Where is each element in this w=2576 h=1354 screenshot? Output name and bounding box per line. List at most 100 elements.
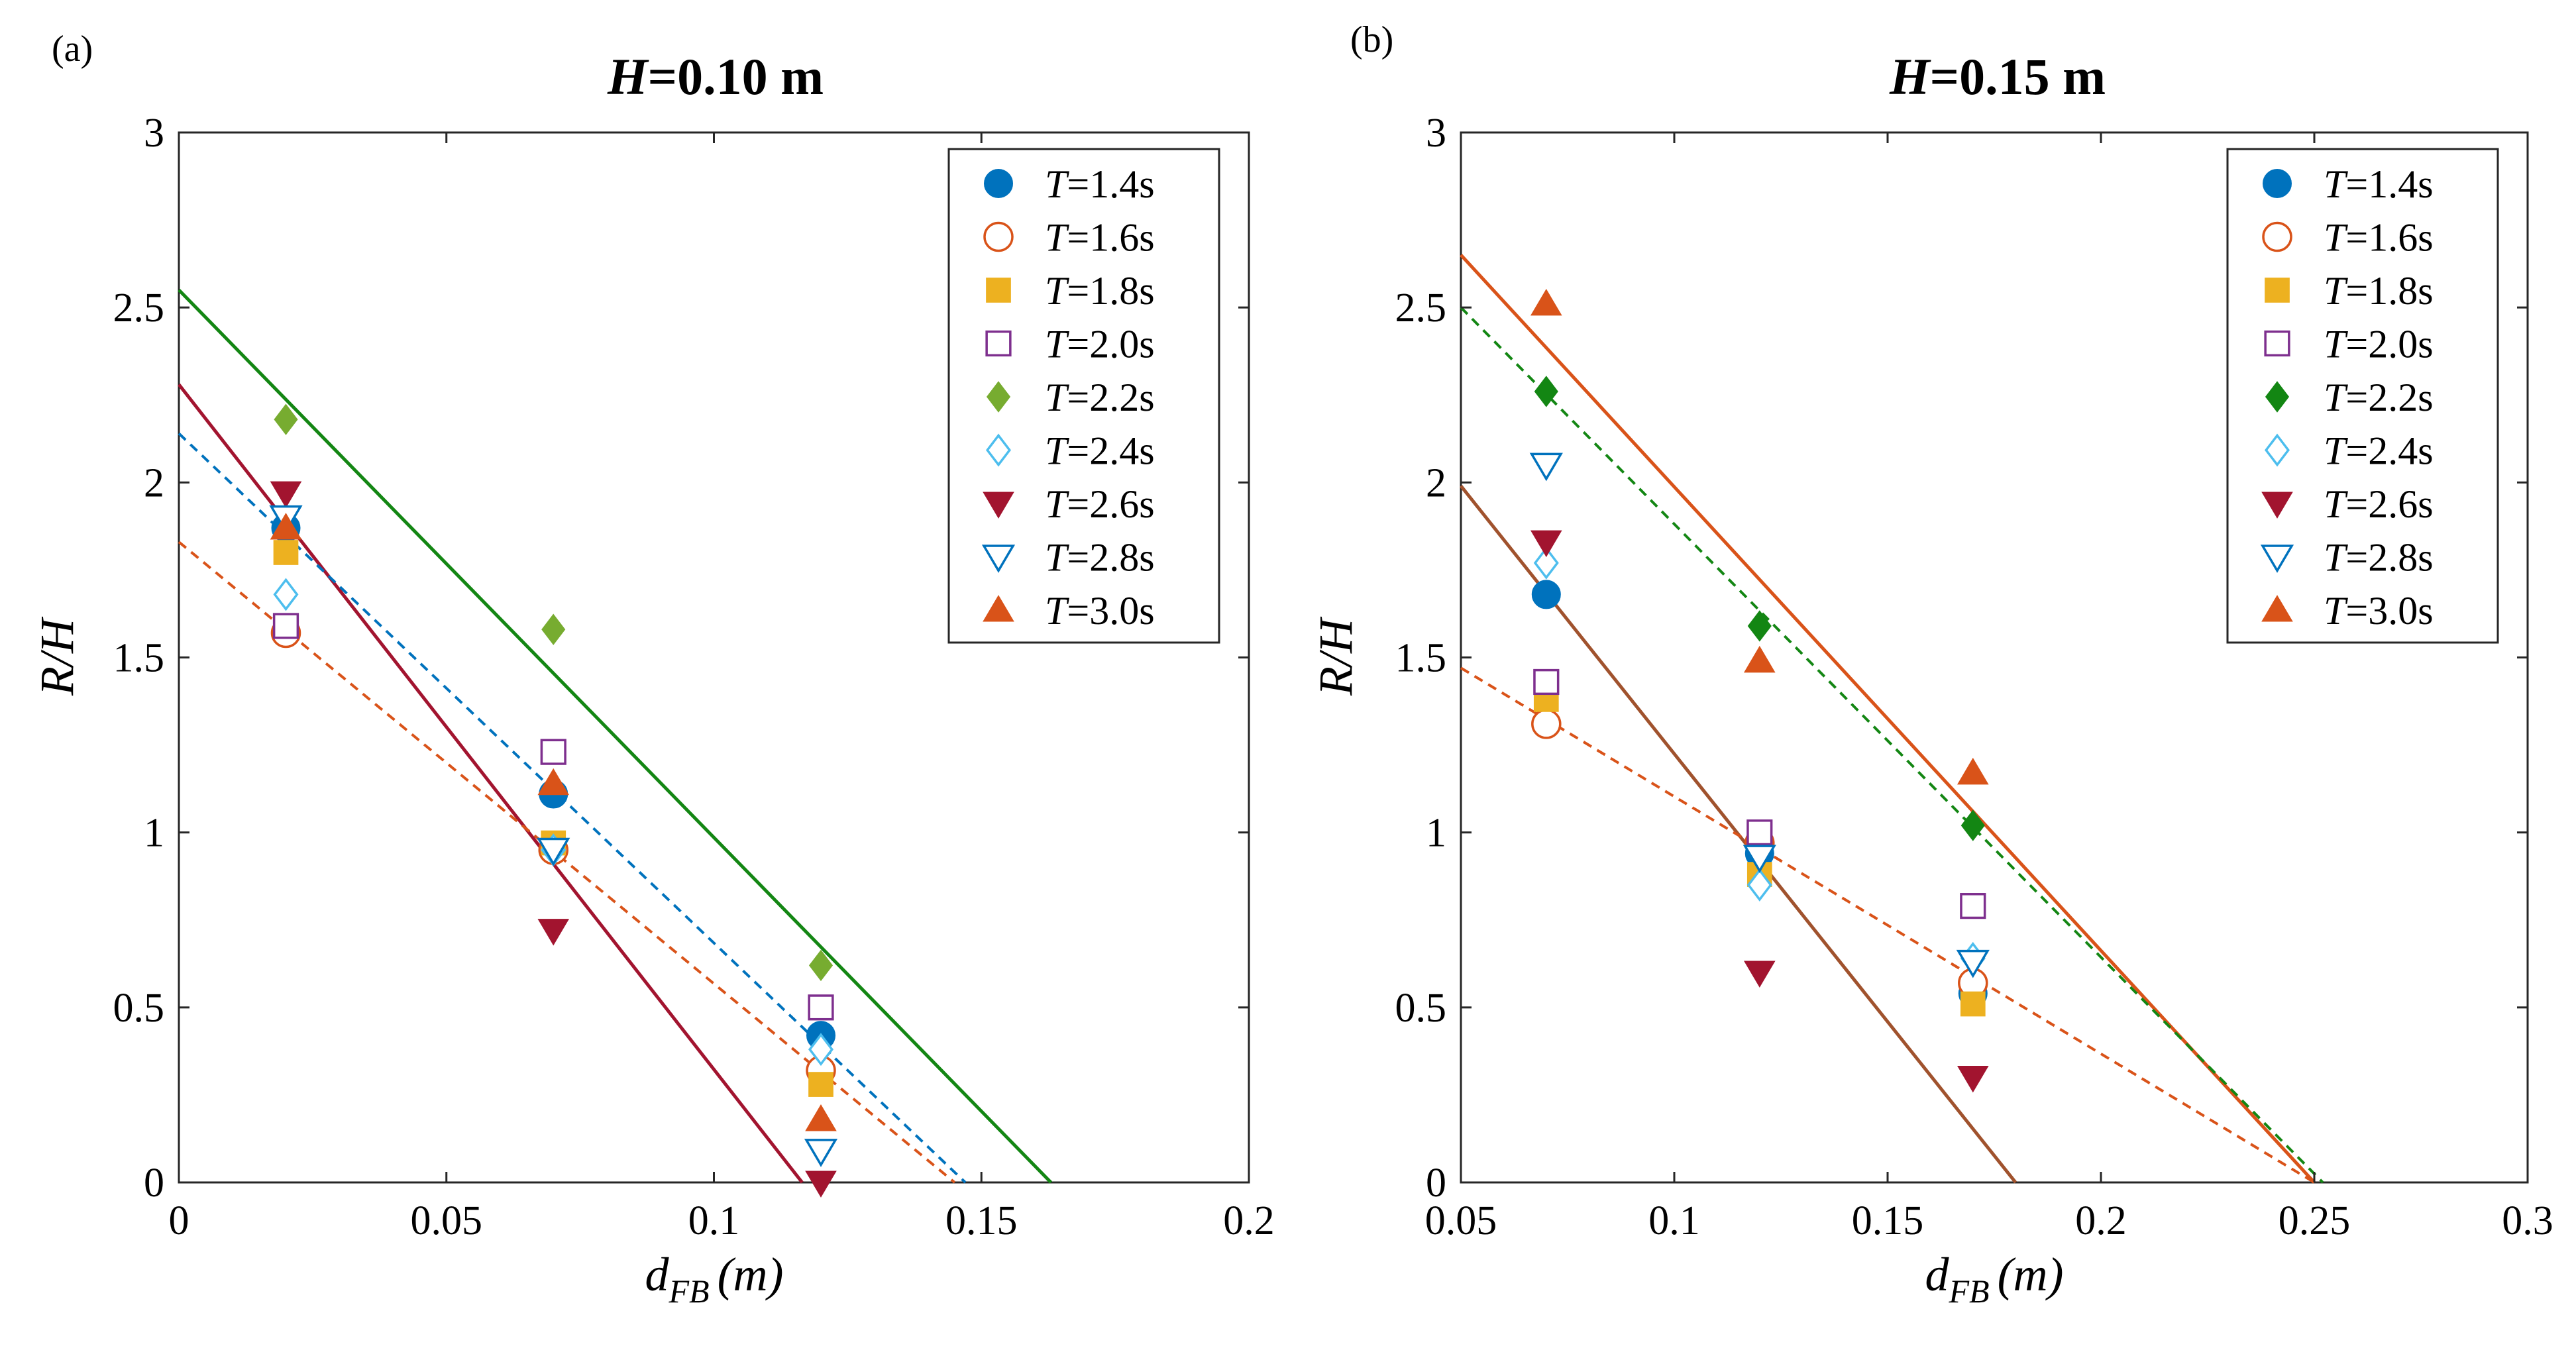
- legend-label: T=2.6s: [1045, 482, 1155, 526]
- legend-marker: [2261, 595, 2293, 622]
- data-point-t2-8s: [1743, 845, 1776, 874]
- legend-label-rest: =2.0s: [1067, 323, 1154, 366]
- panel-b-y-ticks: 0 0.5 1 1.5 2 2.5 3: [1395, 111, 2528, 1206]
- legend-label-var: T: [1045, 216, 1069, 260]
- legend-label: T=1.4s: [1045, 162, 1155, 206]
- legend-label-rest: =2.8s: [1067, 536, 1154, 580]
- y-tick-label: 2.5: [1395, 286, 1447, 331]
- data-point-t2-6s: [1744, 961, 1776, 988]
- panel-a-x-label-sub: FB: [668, 1273, 709, 1310]
- data-point-t2-2s: [1960, 809, 1985, 841]
- legend-label-var: T: [2324, 162, 2348, 206]
- legend-label-rest: =1.4s: [1067, 162, 1154, 206]
- legend-label-rest: =3.0s: [1067, 589, 1154, 633]
- panel-a-x-label-main: d: [645, 1248, 669, 1301]
- y-tick-label: 0: [1426, 1161, 1446, 1206]
- data-point-t3-0s: [1530, 288, 1562, 316]
- data-point-t1-8s: [273, 540, 299, 565]
- panel-b-markers: [1529, 288, 1990, 1093]
- x-tick-label: 0.05: [1425, 1198, 1497, 1243]
- legend-marker: [986, 381, 1011, 413]
- legend-label: T=3.0s: [2324, 589, 2434, 633]
- panel-b-label: (b): [1350, 19, 1393, 60]
- legend-label-var: T: [2324, 589, 2348, 633]
- data-point-t2-0s: [540, 739, 566, 765]
- legend-label: T=1.6s: [1045, 216, 1155, 260]
- y-tick-label: 1: [144, 811, 164, 856]
- data-point-t3-0s: [1744, 645, 1776, 673]
- legend-label: T=1.6s: [2324, 216, 2434, 260]
- panel-a-y-ticks: 0 0.5 1 1.5 2 2.5 3: [113, 111, 1249, 1206]
- panel-b-y-axis-label: R/H: [1309, 616, 1362, 696]
- x-tick-label: 0.1: [688, 1198, 740, 1243]
- panel-a-x-ticks: 0 0.05 0.1 0.15 0.2: [169, 132, 1275, 1243]
- legend-label-var: T: [1045, 482, 1069, 526]
- legend-label: T=2.4s: [2324, 429, 2434, 473]
- data-point-t2-8s: [804, 1139, 838, 1167]
- x-tick-label: 0.15: [945, 1198, 1018, 1243]
- fit-line-3: [178, 432, 967, 1184]
- data-point-t2-6s: [537, 919, 570, 946]
- legend-marker: [2264, 433, 2290, 467]
- panel-a-x-label-unit: (m): [718, 1248, 784, 1301]
- legend-label: T=2.0s: [1045, 323, 1155, 366]
- legend-label-var: T: [1045, 269, 1069, 313]
- legend-label-rest: =2.6s: [1067, 482, 1154, 526]
- data-point-t2-0s: [1533, 668, 1560, 696]
- legend-label: T=1.8s: [2324, 269, 2434, 313]
- data-point-t2-0s: [808, 994, 834, 1021]
- legend-label: T=2.2s: [1045, 376, 1155, 419]
- data-point-t2-8s: [1956, 949, 1990, 978]
- data-point-t2-2s: [808, 949, 833, 982]
- data-point-t2-2s: [274, 403, 298, 435]
- y-tick-label: 3: [144, 111, 164, 156]
- legend-label-rest: =1.6s: [2345, 216, 2433, 260]
- data-point-t2-6s: [1530, 530, 1562, 558]
- data-point-t2-6s: [1957, 1065, 1989, 1093]
- panel-b-legend: T=1.4sT=1.6sT=1.8sT=2.0sT=2.2sT=2.4sT=2.…: [2226, 148, 2499, 644]
- legend-marker: [2260, 545, 2294, 573]
- legend-marker: [986, 278, 1011, 303]
- fit-line-4: [178, 541, 956, 1184]
- panel-b: (b) H=0.15 m 0.05 0.1 0.15 0.2 0.25 0.3 0 0.5 1…: [1309, 19, 2553, 1310]
- data-point-t3-0s: [805, 1104, 837, 1131]
- y-tick-label: 0.5: [113, 986, 165, 1031]
- data-point-t2-0s: [1746, 819, 1773, 846]
- panel-a: (a) H=0.10 m 0 0.05 0.1 0.15 0.2 0 0.5 1 1.5 2 2.…: [30, 28, 1275, 1310]
- y-tick-label: 1.5: [113, 636, 165, 681]
- panel-b-title-var: H: [1889, 48, 1931, 105]
- data-point-t2-0s: [1960, 893, 1986, 919]
- y-tick-label: 2.5: [113, 286, 165, 331]
- legend-label: T=2.8s: [2324, 536, 2434, 580]
- panel-b-x-label-main: d: [1925, 1248, 1949, 1301]
- legend-marker: [985, 330, 1012, 357]
- panel-b-legend-items: T=1.4sT=1.6sT=1.8sT=2.0sT=2.2sT=2.4sT=2.…: [2260, 162, 2434, 633]
- data-point-t1-8s: [1960, 991, 1986, 1017]
- data-point-t2-4s: [808, 1033, 834, 1067]
- legend-marker: [2265, 381, 2290, 413]
- x-tick-label: 0.25: [2279, 1198, 2351, 1243]
- data-point-t2-4s: [273, 578, 299, 611]
- legend-label-var: T: [1045, 536, 1069, 580]
- data-point-t1-8s: [808, 1072, 833, 1097]
- data-point-t3-0s: [537, 768, 570, 796]
- panel-a-title-var: H: [607, 48, 649, 105]
- legend-label-var: T: [2324, 269, 2348, 313]
- legend-label-rest: =1.8s: [1067, 269, 1154, 313]
- legend-marker: [983, 595, 1014, 622]
- legend-label: T=2.2s: [2324, 376, 2434, 419]
- legend-marker: [2261, 492, 2293, 519]
- fit-line-1: [178, 289, 1053, 1184]
- legend-label-rest: =2.0s: [2345, 323, 2433, 366]
- y-tick-label: 2: [144, 460, 164, 505]
- y-tick-label: 3: [1426, 111, 1446, 156]
- legend-label-var: T: [1045, 589, 1069, 633]
- legend-marker: [2264, 330, 2290, 357]
- data-point-t2-0s: [272, 613, 299, 639]
- legend-label: T=2.4s: [1045, 429, 1155, 473]
- legend-label: T=2.0s: [2324, 323, 2434, 366]
- legend-marker: [983, 492, 1014, 519]
- panel-a-legend-items: T=1.4sT=1.6sT=1.8sT=2.0sT=2.2sT=2.4sT=2.…: [981, 162, 1155, 633]
- legend-marker: [983, 221, 1014, 252]
- panel-a-x-axis-label: dFB (m): [645, 1248, 783, 1310]
